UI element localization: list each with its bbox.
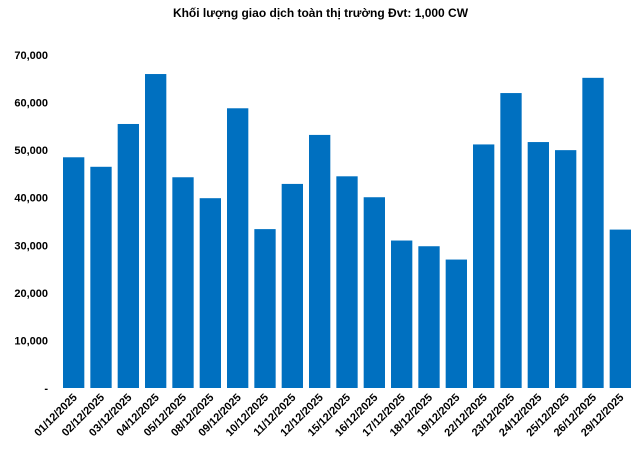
y-tick-label: 70,000 [14, 50, 48, 62]
bar [117, 123, 139, 388]
bar [63, 157, 85, 388]
bar [336, 176, 358, 388]
bar [172, 177, 194, 388]
y-tick-label: 20,000 [14, 288, 48, 300]
y-tick-label: 50,000 [14, 145, 48, 157]
y-tick-label: 40,000 [14, 193, 48, 205]
y-axis: - 10,000 20,000 30,000 40,000 50,000 60,000 70,… [14, 50, 48, 395]
bar [145, 74, 167, 389]
bar [500, 93, 522, 389]
bar [391, 240, 413, 388]
y-tick-label: 10,000 [14, 335, 48, 347]
bar [609, 229, 631, 388]
x-axis: 01/12/202502/12/202503/12/202504/12/2025… [32, 392, 626, 439]
bar [281, 183, 303, 388]
y-tick-label: - [44, 383, 48, 395]
bar [309, 134, 331, 388]
y-tick-label: 30,000 [14, 240, 48, 252]
bar [527, 142, 549, 388]
bar [445, 259, 467, 388]
bar [473, 144, 495, 388]
chart-title: Khối lượng giao dịch toàn thị trường Đvt… [172, 6, 469, 20]
bar [227, 108, 249, 388]
y-tick-label: 60,000 [14, 98, 48, 110]
bar [555, 150, 577, 388]
bar [199, 198, 221, 388]
bars [63, 74, 631, 389]
bar [418, 246, 440, 388]
bar [254, 229, 276, 388]
bar [363, 197, 385, 388]
bar [582, 77, 604, 388]
bar [90, 166, 112, 388]
